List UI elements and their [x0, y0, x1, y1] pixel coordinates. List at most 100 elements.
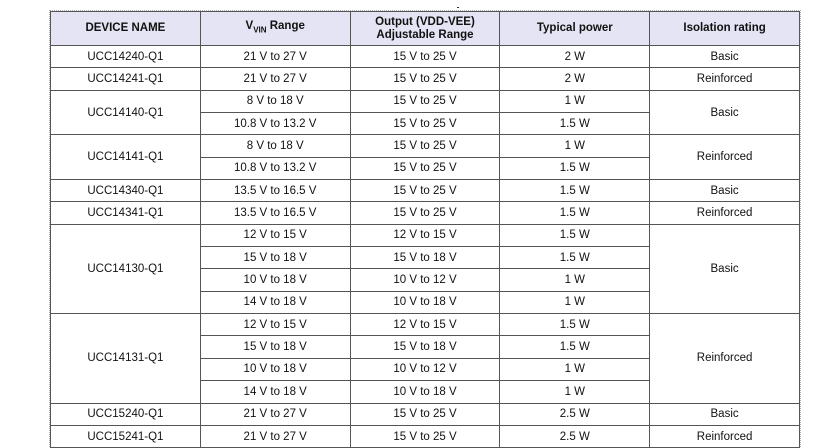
output-line-2: Adjustable Range: [376, 28, 474, 41]
output-range-cell: 15 V to 25 V: [349, 424, 501, 448]
table-row: UCC14130-Q1 12 V to 15 V 12 V to 15 V 1.5 W…: [50, 223, 800, 315]
typical-power-cell: 2.5 W: [499, 424, 651, 448]
output-range-cell: 15 V to 18 V: [349, 246, 501, 270]
vin-range-cell: 8 V to 18 V: [199, 134, 351, 158]
device-name-cell: UCC14131-Q1: [50, 313, 201, 404]
isolation-rating-cell: Reinforced: [649, 134, 800, 181]
typical-power-cell: 1 W: [499, 357, 651, 382]
vin-range-cell: 15 V to 18 V: [199, 335, 351, 359]
typical-power-cell: 2.5 W: [499, 402, 651, 426]
output-range-cell: 12 V to 15 V: [349, 223, 501, 248]
header-output-range: Output (VDD-VEE) Adjustable Range: [349, 11, 501, 46]
isolation-rating-cell: Reinforced: [649, 201, 800, 225]
typical-power-cell: 1 W: [499, 268, 651, 292]
typical-power-cell: 1 W: [499, 89, 651, 114]
typical-power-cell: 1.5 W: [499, 223, 651, 248]
output-range-cell: 10 V to 12 V: [349, 357, 501, 382]
vin-range-cell: 21 V to 27 V: [199, 67, 351, 91]
table-row: UCC15241-Q1 21 V to 27 V 15 V to 25 V 2.5 W…: [50, 424, 800, 448]
vin-subscript: VIN: [253, 25, 267, 35]
device-table: DEVICE NAME VVIN Range Output (VDD-VEE) A…: [49, 9, 801, 448]
output-range-cell: 15 V to 25 V: [349, 156, 501, 181]
header-vin-range: VVIN Range: [199, 11, 351, 46]
typical-power-cell: 1.5 W: [499, 201, 651, 225]
isolation-rating-cell: Basic: [649, 223, 800, 315]
table-row: UCC15240-Q1 21 V to 27 V 15 V to 25 V 2.5 W…: [50, 402, 800, 426]
output-range-cell: 15 V to 25 V: [349, 201, 501, 225]
device-name-cell: UCC14240-Q1: [50, 44, 201, 69]
output-range-cell: 15 V to 25 V: [349, 402, 501, 426]
typical-power-cell: 1.5 W: [499, 112, 651, 136]
output-range-cell: 10 V to 12 V: [349, 268, 501, 292]
vin-range-cell: 14 V to 18 V: [199, 290, 351, 315]
table-row: 10.8 V to 13.2 V 15 V to 25 V 1.5 W: [51, 112, 800, 136]
output-range-cell: 15 V to 18 V: [349, 335, 501, 359]
vin-range-cell: 12 V to 15 V: [199, 313, 351, 337]
output-line-1: Output (VDD-VEE): [375, 15, 475, 28]
typical-power-cell: 1.5 W: [499, 313, 651, 337]
table-row: 15 V to 18 V 15 V to 18 V 1.5 W: [51, 335, 800, 359]
typical-power-cell: 1.5 W: [499, 246, 651, 270]
vin-range-cell: 10 V to 18 V: [199, 357, 351, 382]
typical-power-cell: 1.5 W: [499, 179, 651, 203]
output-range-cell: 15 V to 25 V: [349, 89, 501, 114]
isolation-rating-cell: Basic: [649, 179, 800, 203]
header-typical-power: Typical power: [499, 11, 651, 46]
typical-power-cell: 1 W: [499, 290, 651, 315]
device-name-cell: UCC14130-Q1: [50, 223, 201, 315]
output-range-cell: 12 V to 15 V: [349, 313, 501, 337]
device-name-cell: UCC14141-Q1: [50, 134, 201, 181]
vin-range-label: Range: [266, 20, 305, 33]
vin-range-cell: 13.5 V to 16.5 V: [199, 179, 351, 203]
output-range-cell: 10 V to 18 V: [349, 290, 501, 315]
table-row: 15 V to 18 V 15 V to 18 V 1.5 W: [51, 246, 800, 270]
isolation-rating-cell: Reinforced: [649, 424, 800, 448]
vin-range-cell: 14 V to 18 V: [199, 380, 351, 404]
vin-range-cell: 15 V to 18 V: [199, 246, 351, 270]
typical-power-cell: 2 W: [499, 67, 651, 91]
device-name-cell: UCC14341-Q1: [50, 201, 201, 225]
typical-power-cell: 2 W: [499, 44, 651, 69]
typical-power-cell: 1 W: [499, 380, 651, 404]
output-range-cell: 15 V to 25 V: [349, 134, 501, 158]
typical-power-cell: 1.5 W: [499, 335, 651, 359]
vin-range-cell: 21 V to 27 V: [199, 44, 351, 69]
isolation-rating-cell: Reinforced: [649, 313, 800, 404]
device-name-cell: UCC14241-Q1: [50, 67, 201, 91]
output-range-cell: 15 V to 25 V: [349, 44, 501, 69]
vin-range-cell: 21 V to 27 V: [199, 424, 351, 448]
header-isolation-rating: Isolation rating: [649, 11, 800, 46]
stray-mark: [457, 7, 459, 8]
table-row: UCC14131-Q1 12 V to 15 V 12 V to 15 V 1.5 W…: [50, 313, 800, 404]
isolation-rating-cell: Basic: [649, 402, 800, 426]
vin-range-cell: 13.5 V to 16.5 V: [199, 201, 351, 225]
isolation-rating-cell: Basic: [649, 44, 800, 69]
vin-range-cell: 10.8 V to 13.2 V: [199, 112, 351, 136]
output-range-cell: 10 V to 18 V: [349, 380, 501, 404]
output-range-cell: 15 V to 25 V: [349, 179, 501, 203]
vin-range-cell: 12 V to 15 V: [199, 223, 351, 248]
vin-range-cell: 8 V to 18 V: [199, 89, 351, 114]
isolation-rating-cell: Reinforced: [649, 67, 800, 91]
header-device-name: DEVICE NAME: [50, 11, 201, 46]
output-range-cell: 15 V to 25 V: [349, 67, 501, 91]
device-name-cell: UCC14340-Q1: [50, 179, 201, 203]
typical-power-cell: 1.5 W: [499, 156, 651, 181]
typical-power-cell: 1 W: [499, 134, 651, 158]
header-row: DEVICE NAME VVIN Range Output (VDD-VEE) A…: [50, 11, 800, 46]
isolation-rating-cell: Basic: [649, 89, 800, 136]
device-name-cell: UCC15241-Q1: [50, 424, 201, 448]
output-range-cell: 15 V to 25 V: [349, 112, 501, 136]
vin-range-cell: 10 V to 18 V: [199, 268, 351, 292]
vin-range-cell: 10.8 V to 13.2 V: [199, 156, 351, 181]
vin-range-cell: 21 V to 27 V: [199, 402, 351, 426]
